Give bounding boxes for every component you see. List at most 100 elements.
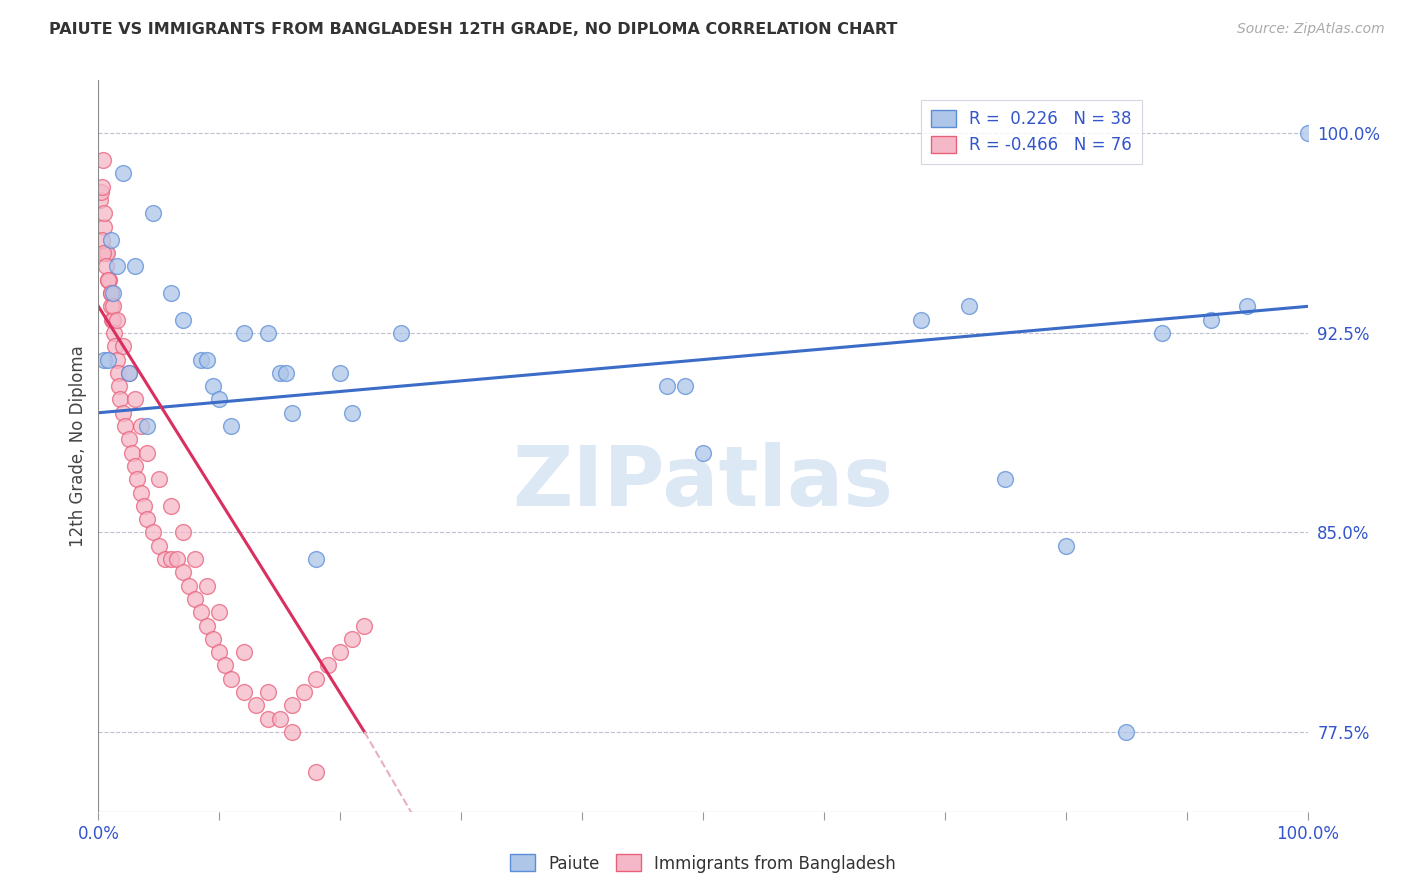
Point bbox=[135, 445, 157, 459]
Point bbox=[1296, 127, 1319, 141]
Point bbox=[148, 472, 170, 486]
Point bbox=[208, 392, 231, 407]
Point bbox=[108, 379, 131, 393]
Point bbox=[104, 339, 127, 353]
Point bbox=[256, 712, 278, 726]
Point bbox=[342, 406, 364, 420]
Y-axis label: 12th Grade, No Diploma: 12th Grade, No Diploma bbox=[69, 345, 87, 547]
Point bbox=[329, 645, 352, 659]
Point bbox=[101, 286, 124, 301]
Text: PAIUTE VS IMMIGRANTS FROM BANGLADESH 12TH GRADE, NO DIPLOMA CORRELATION CHART: PAIUTE VS IMMIGRANTS FROM BANGLADESH 12T… bbox=[49, 22, 897, 37]
Point bbox=[1054, 539, 1077, 553]
Point bbox=[232, 685, 254, 699]
Point bbox=[135, 512, 157, 526]
Point bbox=[111, 339, 134, 353]
Point bbox=[111, 166, 134, 180]
Point bbox=[1236, 299, 1258, 313]
Point bbox=[1199, 312, 1222, 326]
Point bbox=[172, 312, 194, 326]
Point bbox=[142, 525, 165, 540]
Point bbox=[107, 366, 129, 380]
Point bbox=[221, 672, 243, 686]
Point bbox=[202, 632, 225, 646]
Point bbox=[100, 299, 122, 313]
Point bbox=[97, 273, 120, 287]
Point bbox=[232, 645, 254, 659]
Point bbox=[1152, 326, 1174, 340]
Point bbox=[221, 419, 243, 434]
Point bbox=[195, 618, 218, 632]
Point bbox=[190, 605, 212, 619]
Point bbox=[118, 366, 141, 380]
Point bbox=[129, 419, 152, 434]
Point bbox=[1115, 725, 1137, 739]
Point bbox=[910, 312, 932, 326]
Point bbox=[274, 366, 297, 380]
Point bbox=[100, 312, 122, 326]
Point bbox=[114, 419, 136, 434]
Point bbox=[93, 219, 115, 234]
Point bbox=[232, 326, 254, 340]
Point bbox=[353, 618, 375, 632]
Point bbox=[184, 552, 207, 566]
Point bbox=[172, 566, 194, 580]
Point bbox=[245, 698, 267, 713]
Point bbox=[655, 379, 678, 393]
Text: ZIPatlas: ZIPatlas bbox=[513, 442, 893, 523]
Point bbox=[389, 326, 412, 340]
Point bbox=[342, 632, 364, 646]
Point bbox=[108, 392, 131, 407]
Legend: Paiute, Immigrants from Bangladesh: Paiute, Immigrants from Bangladesh bbox=[503, 847, 903, 880]
Point bbox=[94, 260, 117, 274]
Point bbox=[96, 246, 118, 260]
Point bbox=[101, 312, 124, 326]
Point bbox=[184, 591, 207, 606]
Point bbox=[93, 206, 115, 220]
Point bbox=[160, 552, 183, 566]
Point bbox=[208, 645, 231, 659]
Point bbox=[91, 153, 114, 167]
Point bbox=[134, 499, 156, 513]
Point bbox=[153, 552, 176, 566]
Point bbox=[160, 286, 183, 301]
Point bbox=[692, 445, 714, 459]
Point bbox=[101, 299, 124, 313]
Point bbox=[957, 299, 980, 313]
Point bbox=[160, 499, 183, 513]
Point bbox=[208, 605, 231, 619]
Point bbox=[195, 352, 218, 367]
Point bbox=[281, 698, 304, 713]
Point bbox=[97, 273, 120, 287]
Legend: R =  0.226   N = 38, R = -0.466   N = 76: R = 0.226 N = 38, R = -0.466 N = 76 bbox=[921, 100, 1142, 164]
Point bbox=[98, 273, 121, 287]
Point bbox=[269, 712, 291, 726]
Point bbox=[166, 552, 188, 566]
Point bbox=[124, 458, 146, 473]
Point bbox=[118, 366, 141, 380]
Point bbox=[118, 433, 141, 447]
Point bbox=[121, 445, 143, 459]
Point bbox=[103, 326, 125, 340]
Point bbox=[135, 419, 157, 434]
Point bbox=[214, 658, 236, 673]
Point bbox=[673, 379, 696, 393]
Point bbox=[142, 206, 165, 220]
Point bbox=[105, 312, 128, 326]
Point bbox=[256, 685, 278, 699]
Point bbox=[93, 352, 115, 367]
Point bbox=[994, 472, 1017, 486]
Point bbox=[91, 179, 114, 194]
Point bbox=[256, 326, 278, 340]
Point bbox=[281, 725, 304, 739]
Point bbox=[305, 672, 328, 686]
Point bbox=[127, 472, 149, 486]
Point bbox=[111, 406, 134, 420]
Point bbox=[105, 352, 128, 367]
Point bbox=[190, 352, 212, 367]
Point bbox=[202, 379, 225, 393]
Point bbox=[91, 233, 114, 247]
Point bbox=[100, 233, 122, 247]
Point bbox=[148, 539, 170, 553]
Point bbox=[179, 579, 201, 593]
Point bbox=[129, 485, 152, 500]
